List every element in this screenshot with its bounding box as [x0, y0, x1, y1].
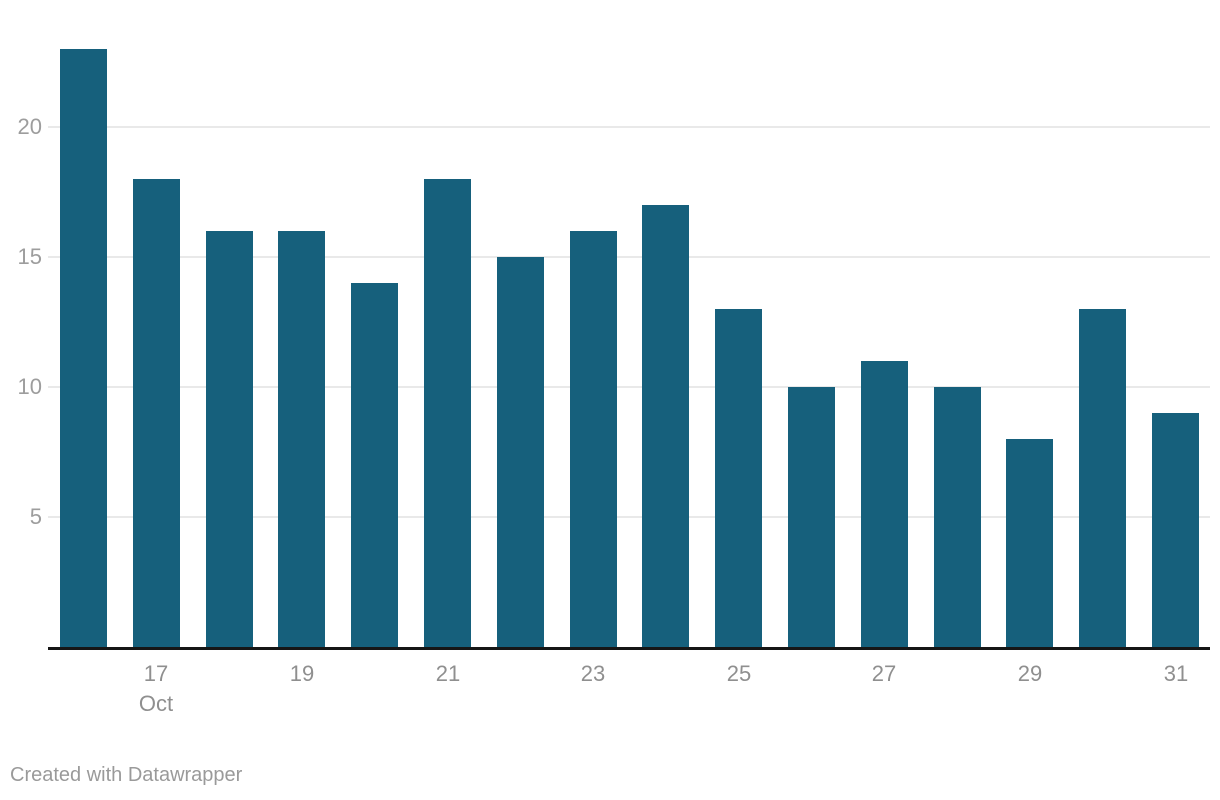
bar-oct-28[interactable] — [934, 387, 981, 647]
y-tick-label-10: 10 — [17, 374, 42, 399]
x-tick-label-21: 21 — [435, 661, 461, 686]
bar-oct-27[interactable] — [861, 361, 908, 647]
x-month-label-oct: Oct — [138, 691, 174, 716]
gridline-y-10 — [48, 386, 1210, 388]
y-tick-label-5: 5 — [29, 504, 42, 529]
bar-oct-30[interactable] — [1079, 309, 1126, 647]
x-tick-label-31: 31 — [1163, 661, 1189, 686]
bar-oct-17[interactable] — [133, 179, 180, 647]
x-tick-label-17: 17 — [143, 661, 169, 686]
bar-oct-19[interactable] — [278, 231, 325, 647]
x-tick-label-25: 25 — [726, 661, 752, 686]
bar-oct-21[interactable] — [424, 179, 471, 647]
bar-oct-20[interactable] — [351, 283, 398, 647]
bar-oct-16[interactable] — [60, 49, 107, 647]
bar-oct-23[interactable] — [570, 231, 617, 647]
bar-oct-25[interactable] — [715, 309, 762, 647]
bar-oct-29[interactable] — [1006, 439, 1053, 647]
x-tick-label-23: 23 — [580, 661, 606, 686]
x-tick-label-27: 27 — [871, 661, 897, 686]
gridline-y-15 — [48, 256, 1210, 258]
bar-oct-18[interactable] — [206, 231, 253, 647]
x-tick-label-19: 19 — [289, 661, 315, 686]
x-axis-line — [48, 647, 1210, 650]
x-tick-label-29: 29 — [1017, 661, 1043, 686]
datawrapper-credit-link[interactable]: Created with Datawrapper — [10, 764, 243, 786]
bar-oct-31[interactable] — [1152, 413, 1199, 647]
bar-oct-26[interactable] — [788, 387, 835, 647]
gridline-y-20 — [48, 126, 1210, 128]
y-tick-label-15: 15 — [17, 244, 42, 269]
y-tick-label-20: 20 — [17, 114, 42, 139]
gridline-y-5 — [48, 516, 1210, 518]
bar-oct-22[interactable] — [497, 257, 544, 647]
bar-oct-24[interactable] — [642, 205, 689, 647]
